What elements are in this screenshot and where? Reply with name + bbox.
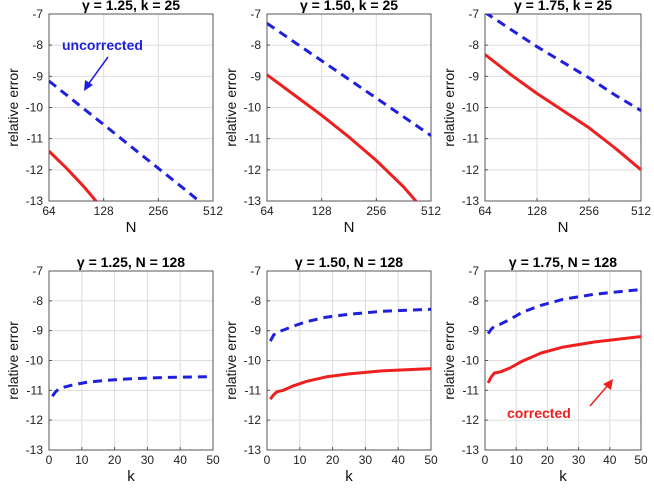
panel-title: γ = 1.25, N = 128 [77,254,185,270]
y-tick-label: -13 [462,443,480,457]
x-tick-label: 0 [46,453,53,467]
x-axis-label: k [127,468,135,485]
x-tick-label: 10 [293,453,307,467]
x-tick-label: 512 [421,204,441,218]
x-tick-label: 128 [527,204,547,218]
x-tick-label: 10 [510,453,524,467]
x-axis-label: k [559,468,567,485]
y-tick-label: -10 [244,354,262,368]
y-tick-label: -7 [250,264,261,278]
y-tick-label: -12 [244,413,262,427]
y-axis-label: relative error [441,68,457,147]
y-tick-label: -9 [250,69,261,83]
x-tick-label: 10 [75,453,89,467]
panel-6: 0 10 20 30 40 50 -13 -12 -11 -10 -9 -8 -7 k relative e… [441,254,648,485]
y-tick-label: -12 [244,163,262,177]
y-tick-label: -10 [26,101,44,115]
x-axis-label: N [344,219,355,236]
y-tick-label: -13 [26,443,44,457]
y-tick-label: -9 [468,324,479,338]
y-tick-label: -12 [26,413,44,427]
x-tick-label: 40 [174,453,188,467]
x-axis-label: k [345,468,353,485]
x-tick-label: 20 [326,453,340,467]
x-tick-label: 30 [572,453,586,467]
x-tick-label: 50 [206,453,220,467]
y-tick-label: -7 [250,7,261,21]
y-tick-label: -12 [462,413,480,427]
x-tick-label: 20 [108,453,122,467]
y-tick-label: -13 [244,443,262,457]
panel-title: γ = 1.25, k = 25 [82,0,180,13]
y-tick-label: -11 [245,132,262,146]
y-tick-label: -7 [468,264,479,278]
y-tick-label: -11 [27,132,44,146]
x-tick-label: 512 [631,204,651,218]
y-tick-label: -12 [462,163,480,177]
y-tick-label: -11 [27,383,44,397]
x-tick-label: 40 [603,453,617,467]
y-tick-label: -9 [32,69,43,83]
x-axis-label: N [126,219,137,236]
x-axis-label: N [558,219,569,236]
x-tick-label: 20 [541,453,555,467]
y-tick-label: -7 [468,7,479,21]
x-tick-label: 256 [148,204,168,218]
x-tick-label: 50 [634,453,648,467]
y-axis-label: relative error [5,321,21,400]
y-axis-label: relative error [223,68,239,147]
y-tick-label: -10 [462,354,480,368]
y-tick-label: -13 [26,194,44,208]
y-tick-label: -8 [250,38,261,52]
y-axis-label: relative error [223,321,239,400]
panel-title: γ = 1.75, N = 128 [509,254,617,270]
y-tick-label: -8 [32,38,43,52]
y-tick-label: -13 [462,194,480,208]
x-tick-label: 512 [203,204,223,218]
corrected-annotation: corrected [507,405,571,421]
x-tick-label: 40 [392,453,406,467]
y-tick-label: -7 [32,7,43,21]
x-tick-label: 128 [312,204,332,218]
x-tick-label: 0 [264,453,271,467]
y-axis-label: relative error [441,321,457,400]
x-tick-label: 256 [366,204,386,218]
y-tick-label: -8 [32,294,43,308]
y-tick-label: -10 [244,101,262,115]
y-tick-label: -13 [244,194,262,208]
panel-title: γ = 1.50, N = 128 [295,254,403,270]
x-tick-label: 128 [94,204,114,218]
y-tick-label: -11 [245,383,262,397]
x-tick-label: 64 [260,204,274,218]
y-tick-label: -8 [468,38,479,52]
y-axis-label: relative error [5,68,21,147]
panel-title: γ = 1.50, k = 25 [300,0,398,13]
y-tick-label: -8 [468,294,479,308]
y-tick-label: -8 [250,294,261,308]
panel-2: 64 128 256 512 -13 -12 -11 -10 -9 -8 -7 Nrelative e… [223,0,441,236]
x-tick-label: 30 [141,453,155,467]
x-tick-label: 64 [42,204,56,218]
panel-4: 0 10 20 30 40 50 -13 -12 -11 -10 -9 -8 -7 k relative e… [5,254,220,485]
y-tick-label: -9 [32,324,43,338]
x-tick-label: 30 [359,453,373,467]
y-tick-label: -10 [462,101,480,115]
x-tick-label: 64 [478,204,492,218]
x-tick-label: 0 [482,453,489,467]
y-tick-label: -11 [463,132,480,146]
uncorrected-annotation: uncorrected [62,37,143,53]
panel-title: γ = 1.75, k = 25 [514,0,612,13]
y-tick-label: -12 [26,163,44,177]
panel-5: 0 10 20 30 40 50 -13 -12 -11 -10 -9 -8 -7 k relative e… [223,254,438,485]
y-tick-label: -9 [468,69,479,83]
y-tick-label: -11 [463,383,480,397]
y-tick-label: -7 [32,264,43,278]
y-tick-label: -9 [250,324,261,338]
figure: 64 128 256 512 -13 -12 -11 -10 -9 -8 -7 Nrelative e… [0,0,654,491]
y-tick-label: -10 [26,354,44,368]
x-tick-label: 50 [424,453,438,467]
x-tick-label: 256 [579,204,599,218]
